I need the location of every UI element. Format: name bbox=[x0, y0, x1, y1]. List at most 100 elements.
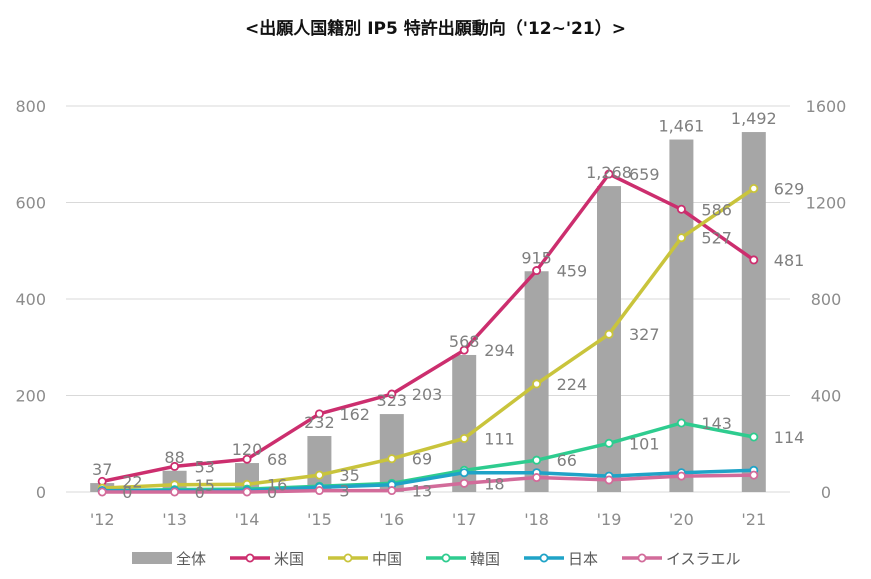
data-label: 22 bbox=[122, 472, 142, 491]
data-label: 586 bbox=[701, 200, 732, 219]
y-right-tick-label: 400 bbox=[811, 387, 842, 406]
data-label: 0 bbox=[267, 483, 277, 502]
data-label: 0 bbox=[122, 483, 132, 502]
series-line bbox=[102, 187, 755, 490]
legend-marker bbox=[343, 553, 353, 563]
data-label: 0 bbox=[195, 483, 205, 502]
data-point bbox=[749, 184, 759, 194]
x-tick-label: '12 bbox=[90, 510, 115, 529]
x-tick-label: '20 bbox=[669, 510, 694, 529]
data-point bbox=[604, 438, 614, 448]
legend-label: 米国 bbox=[274, 550, 304, 568]
data-point bbox=[676, 233, 686, 243]
data-label: 659 bbox=[629, 165, 660, 184]
data-point bbox=[314, 470, 324, 480]
data-label: 629 bbox=[774, 180, 805, 199]
legend-swatch bbox=[132, 552, 172, 564]
y-left-tick-label: 600 bbox=[15, 194, 46, 213]
data-point bbox=[676, 418, 686, 428]
data-point bbox=[604, 475, 614, 485]
x-tick-label: '18 bbox=[524, 510, 549, 529]
data-point bbox=[532, 266, 542, 276]
x-tick-label: '16 bbox=[379, 510, 404, 529]
data-label: 53 bbox=[195, 457, 215, 476]
x-tick-label: '19 bbox=[597, 510, 622, 529]
data-label: 111 bbox=[484, 429, 515, 448]
data-point bbox=[459, 345, 469, 355]
data-label: 568 bbox=[449, 332, 480, 351]
x-tick-label: '17 bbox=[452, 510, 477, 529]
data-label: 915 bbox=[521, 248, 552, 267]
data-label: 18 bbox=[484, 474, 504, 493]
data-label: 162 bbox=[339, 405, 370, 424]
data-point bbox=[749, 432, 759, 442]
legend-label: 日本 bbox=[568, 550, 598, 568]
data-point bbox=[170, 487, 180, 497]
data-label: 232 bbox=[304, 413, 335, 432]
data-label: 481 bbox=[774, 251, 805, 270]
data-point bbox=[676, 204, 686, 214]
data-point bbox=[170, 461, 180, 471]
data-label: 15 bbox=[195, 476, 215, 495]
data-point bbox=[242, 454, 252, 464]
data-point bbox=[314, 409, 324, 419]
legend-marker bbox=[441, 553, 451, 563]
data-label: 327 bbox=[629, 325, 660, 344]
data-label: 1,492 bbox=[731, 109, 777, 128]
legend-marker bbox=[637, 553, 647, 563]
data-point bbox=[604, 329, 614, 339]
y-right-tick-label: 1600 bbox=[806, 97, 847, 116]
data-point bbox=[387, 454, 397, 464]
legend-label: 全体 bbox=[176, 550, 206, 568]
data-label: 459 bbox=[557, 262, 588, 281]
data-point bbox=[676, 471, 686, 481]
data-label: 294 bbox=[484, 341, 515, 360]
data-label: 527 bbox=[701, 229, 732, 248]
y-left-tick-label: 800 bbox=[15, 97, 46, 116]
data-label: 114 bbox=[774, 428, 805, 447]
data-label: 143 bbox=[701, 414, 732, 433]
data-label: 3 bbox=[339, 482, 349, 501]
data-label: 101 bbox=[629, 434, 660, 453]
data-label: 323 bbox=[377, 391, 408, 410]
data-point bbox=[532, 473, 542, 483]
data-point bbox=[459, 468, 469, 478]
x-tick-label: '21 bbox=[741, 510, 766, 529]
data-label: 1,461 bbox=[658, 117, 704, 136]
data-point bbox=[387, 486, 397, 496]
data-point bbox=[97, 487, 107, 497]
data-label: 35 bbox=[339, 466, 359, 485]
data-point bbox=[314, 486, 324, 496]
data-label: 69 bbox=[412, 450, 432, 469]
y-left-tick-label: 400 bbox=[15, 290, 46, 309]
legend-marker bbox=[245, 553, 255, 563]
data-point bbox=[749, 255, 759, 265]
data-point bbox=[532, 379, 542, 389]
series-line bbox=[101, 172, 755, 484]
chart-title: <出願人国籍別 IP5 特許出願動向（'12~'21）> bbox=[245, 19, 626, 39]
data-label: 120 bbox=[232, 440, 263, 459]
data-label: 13 bbox=[412, 482, 432, 501]
data-label: 203 bbox=[412, 385, 443, 404]
data-label: 1,268 bbox=[586, 163, 632, 182]
data-label: 68 bbox=[267, 450, 287, 469]
legend-marker bbox=[539, 553, 549, 563]
y-left-tick-label: 0 bbox=[36, 483, 46, 502]
data-point bbox=[242, 487, 252, 497]
data-point bbox=[749, 470, 759, 480]
data-point bbox=[459, 478, 469, 488]
data-label: 16 bbox=[267, 475, 287, 494]
bar bbox=[669, 139, 694, 492]
x-tick-label: '15 bbox=[307, 510, 332, 529]
x-tick-label: '14 bbox=[235, 510, 260, 529]
data-label: 37 bbox=[92, 460, 112, 479]
y-right-tick-label: 800 bbox=[811, 290, 842, 309]
y-right-tick-label: 1200 bbox=[806, 194, 847, 213]
y-left-tick-label: 200 bbox=[15, 387, 46, 406]
legend-label: イスラエル bbox=[666, 550, 741, 568]
x-tick-label: '13 bbox=[162, 510, 187, 529]
data-label: 88 bbox=[164, 448, 184, 467]
data-label: 66 bbox=[557, 451, 577, 470]
